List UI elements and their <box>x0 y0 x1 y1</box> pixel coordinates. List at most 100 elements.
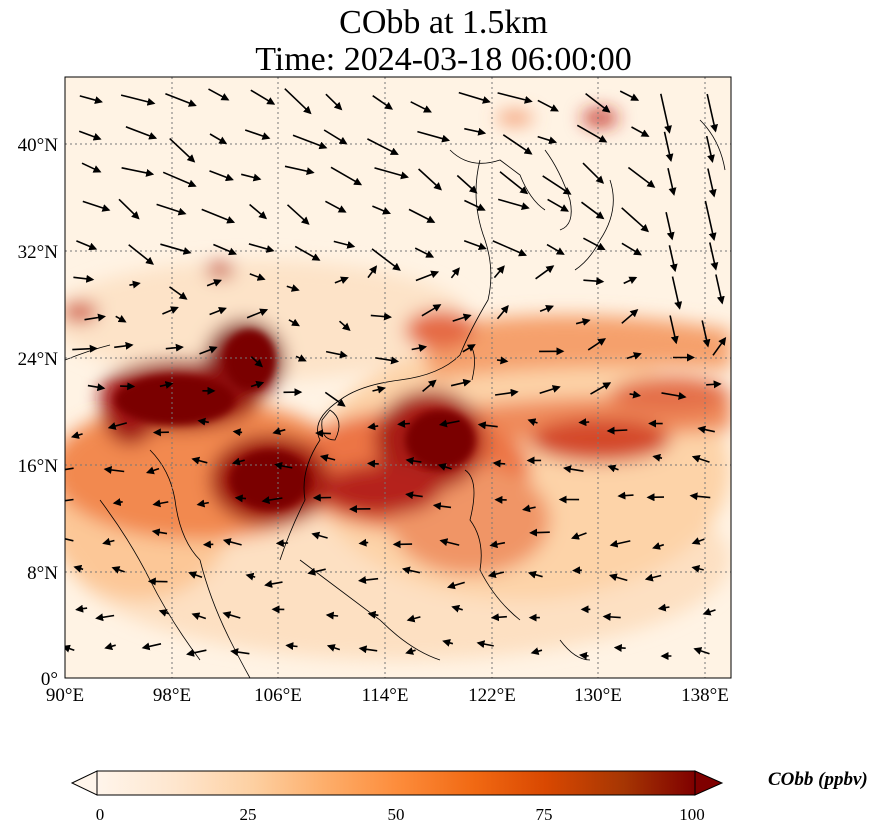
wind-arrow <box>84 313 106 322</box>
wind-arrow <box>199 346 218 355</box>
wind-arrow <box>292 134 328 150</box>
wind-arrow <box>627 166 656 188</box>
wind-arrow <box>294 245 321 261</box>
wind-arrow <box>165 93 197 107</box>
wind-arrow <box>411 344 428 352</box>
wind-arrow <box>358 576 379 584</box>
lat-tick: 8°N <box>27 563 58 584</box>
wind-arrow <box>712 337 727 356</box>
wind-arrow <box>464 127 487 136</box>
colorbar-gradient <box>96 770 696 796</box>
wind-arrow <box>583 237 606 251</box>
lon-tick: 106°E <box>254 685 302 706</box>
title-line-2: Time: 2024-03-18 06:00:00 <box>255 41 632 78</box>
wind-arrow <box>535 265 555 280</box>
wind-arrow <box>156 203 187 216</box>
wind-arrow <box>286 284 300 292</box>
wind-arrow <box>103 465 125 474</box>
wind-arrow <box>145 466 160 475</box>
wind-arrow <box>367 138 399 155</box>
wind-arrow <box>715 274 725 305</box>
wind-arrow <box>669 315 679 345</box>
title-line-1: CObb at 1.5km <box>339 4 548 41</box>
wind-arrow <box>539 305 554 313</box>
wind-arrow <box>165 343 184 352</box>
wind-arrow <box>102 537 115 546</box>
wind-arrow <box>325 200 347 213</box>
wind-arrow <box>451 604 463 613</box>
wind-arrow <box>95 613 115 622</box>
wind-arrow <box>432 502 452 511</box>
wind-arrow <box>613 643 626 652</box>
wind-arrow <box>370 312 392 321</box>
wind-arrow <box>231 457 245 466</box>
lat-tick: 16°N <box>18 456 59 477</box>
wind-arrow <box>497 198 530 211</box>
wind-arrow <box>583 277 605 286</box>
lon-tick: 98°E <box>153 685 191 706</box>
wind-arrow <box>530 647 543 656</box>
wind-arrow <box>657 603 670 612</box>
wind-arrow <box>120 94 156 106</box>
wind-arrow <box>333 240 356 249</box>
wind-arrow <box>663 131 674 162</box>
colorbar-tick: 75 <box>536 805 553 824</box>
wind-arrow <box>621 207 649 233</box>
wind-arrow <box>619 90 640 101</box>
wind-arrow <box>151 528 168 537</box>
wind-arrow <box>590 382 612 395</box>
wind-arrow <box>284 88 312 115</box>
wind-arrow <box>169 286 188 300</box>
wind-arrow <box>209 306 227 316</box>
wind-arrow <box>494 388 519 397</box>
wind-arrow <box>115 315 127 323</box>
wind-arrow <box>417 130 451 143</box>
wind-arrow <box>539 385 561 394</box>
wind-arrow <box>160 243 192 255</box>
wind-arrow <box>374 167 409 180</box>
wind-arrow <box>107 422 128 430</box>
wind-arrow <box>492 459 506 468</box>
wind-arrow <box>529 528 550 537</box>
colorbar-tick: 25 <box>240 805 257 824</box>
wind-arrow <box>704 200 717 241</box>
wind-arrow <box>249 203 268 220</box>
wind-arrow <box>707 168 717 198</box>
wind-arrow <box>410 101 432 113</box>
wind-arrow <box>537 99 559 112</box>
wind-arrow <box>706 380 722 389</box>
wind-arrow <box>209 133 228 145</box>
colorbar: 0 25 50 75 100 <box>70 770 724 824</box>
wind-arrow <box>162 306 179 315</box>
wind-arrow <box>73 564 84 573</box>
wind-arrow <box>582 162 605 184</box>
wind-arrow <box>125 126 158 140</box>
wind-arrow <box>691 454 710 463</box>
wind-arrow <box>246 308 269 319</box>
wind-arrow <box>456 174 478 194</box>
wind-arrow <box>458 91 491 104</box>
wind-arrow <box>608 573 628 582</box>
wind-arrow <box>489 540 506 549</box>
wind-arrow <box>73 274 95 283</box>
wind-arrow <box>697 425 715 434</box>
wind-arrow <box>691 537 705 545</box>
wind-arrow <box>78 130 102 141</box>
colorbar-ticks: 0 25 50 75 100 <box>96 805 705 824</box>
wind-arrow <box>499 171 529 195</box>
wind-arrow <box>496 356 509 365</box>
wind-arrow <box>244 129 271 140</box>
wind-arrow <box>689 492 711 501</box>
wind-arrow <box>311 531 328 540</box>
wind-arrow <box>609 539 631 548</box>
wind-arrow <box>250 89 276 105</box>
wind-arrow <box>452 313 472 322</box>
wind-arrow <box>372 205 391 215</box>
lat-tick-labels: 0° 8°N 16°N 24°N 32°N 40°N <box>18 135 59 690</box>
wind-arrow <box>285 642 298 651</box>
wind-arrow <box>358 538 369 547</box>
lon-tick: 130°E <box>574 685 622 706</box>
wind-arrow <box>652 542 665 550</box>
wind-arrow <box>206 279 222 287</box>
wind-arrow <box>159 381 174 389</box>
